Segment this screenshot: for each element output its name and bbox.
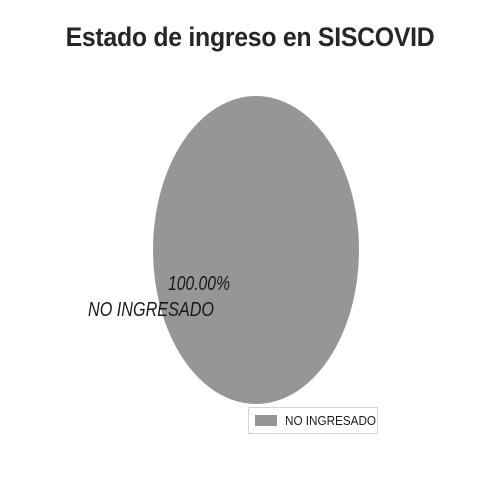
slice-category-label: NO INGRESADO (88, 299, 214, 321)
chart-title: Estado de ingreso en SISCOVID (65, 22, 435, 52)
pie-slice (153, 96, 359, 404)
legend-label: NO INGRESADO (285, 413, 377, 428)
legend-swatch (255, 415, 277, 426)
slice-percent-label: 100.00% (168, 273, 230, 295)
legend: NO INGRESADO (248, 407, 378, 434)
